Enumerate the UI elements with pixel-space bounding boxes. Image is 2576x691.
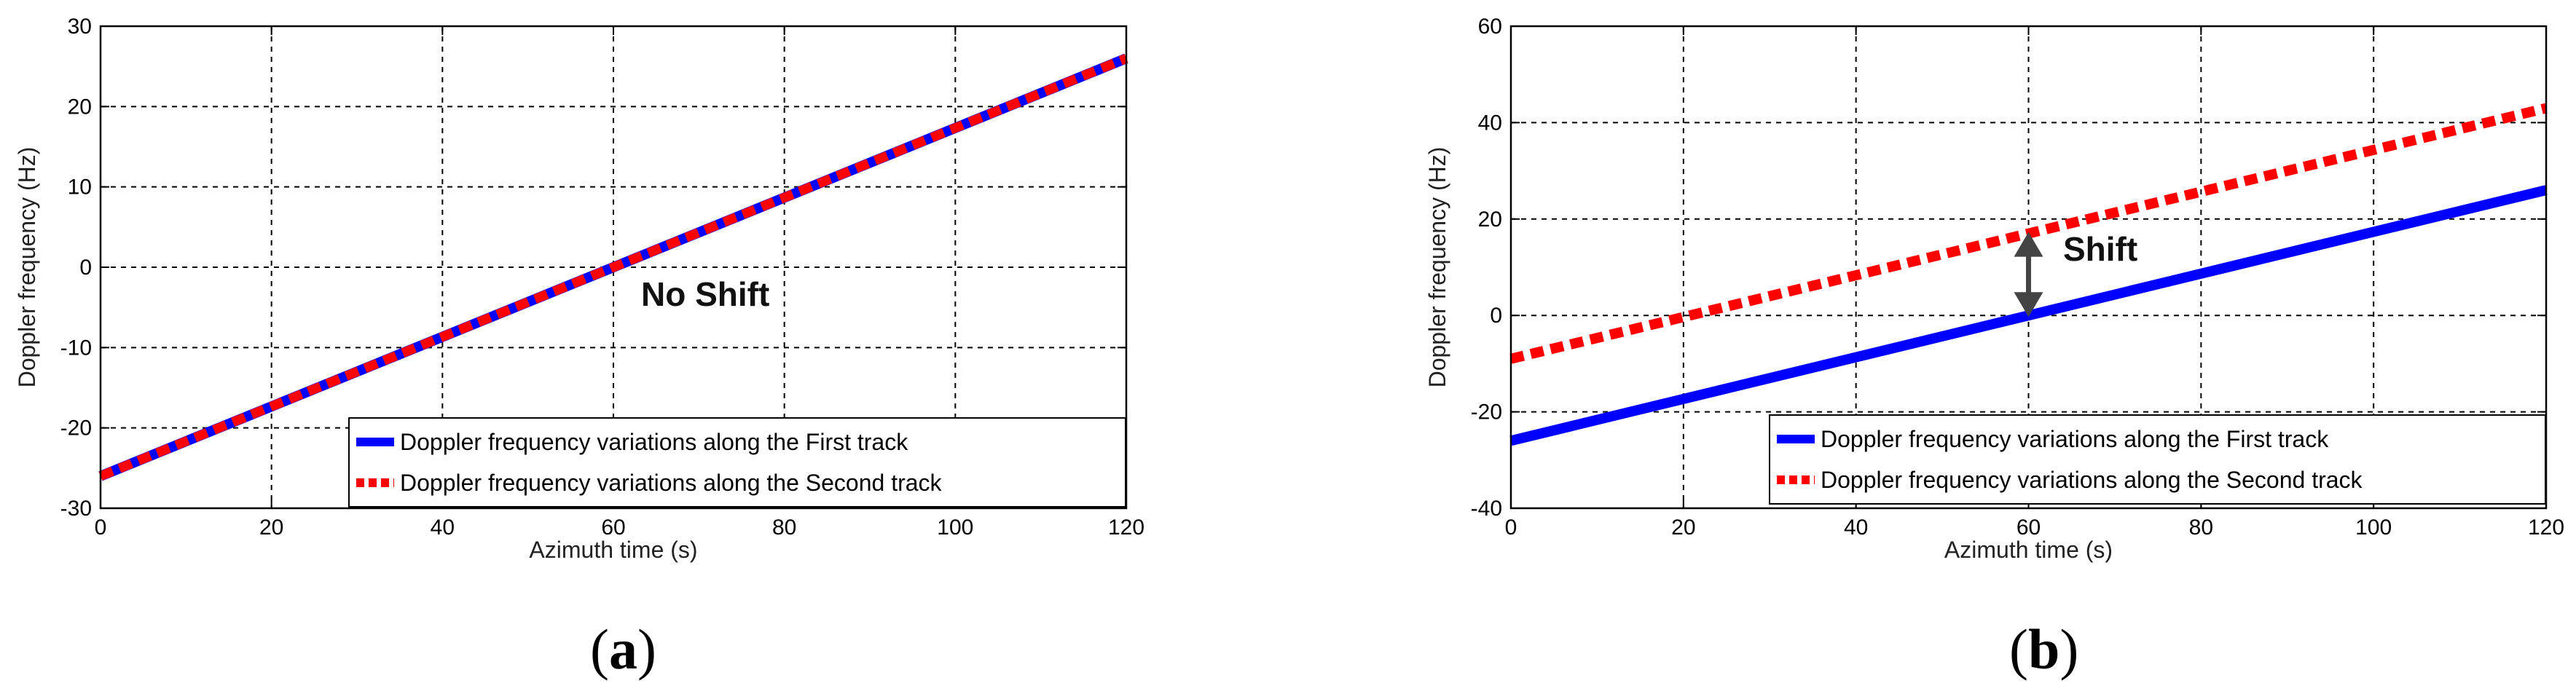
y-tick-label: 10	[68, 175, 92, 200]
legend-entry-2: Doppler frequency variations along the S…	[1821, 467, 2363, 493]
y-tick-label: -20	[60, 416, 92, 441]
y-tick-label: 40	[1478, 111, 1502, 135]
x-tick-label: 80	[772, 516, 796, 540]
y-tick-label: 30	[68, 15, 92, 39]
y-tick-label: -20	[1471, 400, 1502, 425]
x-tick-label: 60	[2017, 516, 2041, 540]
x-tick-label: 40	[1844, 516, 1868, 540]
y-tick-label: 0	[79, 256, 92, 280]
x-tick-label: 20	[259, 516, 283, 540]
x-tick-label: 20	[1671, 516, 1695, 540]
shift-arrow-head-up	[2014, 232, 2043, 257]
annotation-text: No Shift	[641, 275, 769, 313]
legend-box	[1769, 414, 2546, 505]
panel-label: (b)	[2009, 617, 2078, 681]
x-tick-label: 120	[2528, 516, 2564, 540]
x-tick-label: 100	[2355, 516, 2392, 540]
x-tick-label: 60	[601, 516, 625, 540]
legend-entry-1: Doppler frequency variations along the F…	[400, 429, 908, 455]
x-tick-label: 80	[2189, 516, 2213, 540]
chart-a: 0 20 40 60 80 100 120 -30 -20 -10 0 10 20 30 Azimuth t…	[14, 15, 1144, 681]
y-tick-label: 0	[1490, 304, 1502, 328]
y-tick-label: 60	[1478, 15, 1502, 39]
legend-box	[348, 417, 1126, 508]
y-tick-label: 20	[68, 95, 92, 119]
y-tick-label: 20	[1478, 208, 1502, 232]
y-tick-label: -10	[60, 336, 92, 360]
y-axis-label: Doppler frequency (Hz)	[1424, 147, 1450, 388]
x-axis-label: Azimuth time (s)	[1944, 537, 2113, 563]
legend-entry-2: Doppler frequency variations along the S…	[400, 470, 943, 496]
panel-label: (a)	[590, 617, 656, 681]
shift-arrow-head-down	[2014, 292, 2043, 317]
x-tick-label: 0	[1505, 516, 1517, 540]
x-tick-label: 40	[431, 516, 455, 540]
x-tick-label: 120	[1108, 516, 1144, 540]
x-tick-label: 0	[95, 516, 107, 540]
x-tick-label: 100	[937, 516, 973, 540]
x-axis-label: Azimuth time (s)	[529, 537, 697, 563]
y-tick-label: -40	[1471, 497, 1502, 521]
legend-entry-1: Doppler frequency variations along the F…	[1821, 426, 2329, 452]
annotation-text: Shift	[2063, 230, 2137, 268]
series-line-2	[98, 54, 1128, 481]
y-axis-label: Doppler frequency (Hz)	[14, 147, 40, 388]
y-tick-label: -30	[60, 497, 92, 521]
